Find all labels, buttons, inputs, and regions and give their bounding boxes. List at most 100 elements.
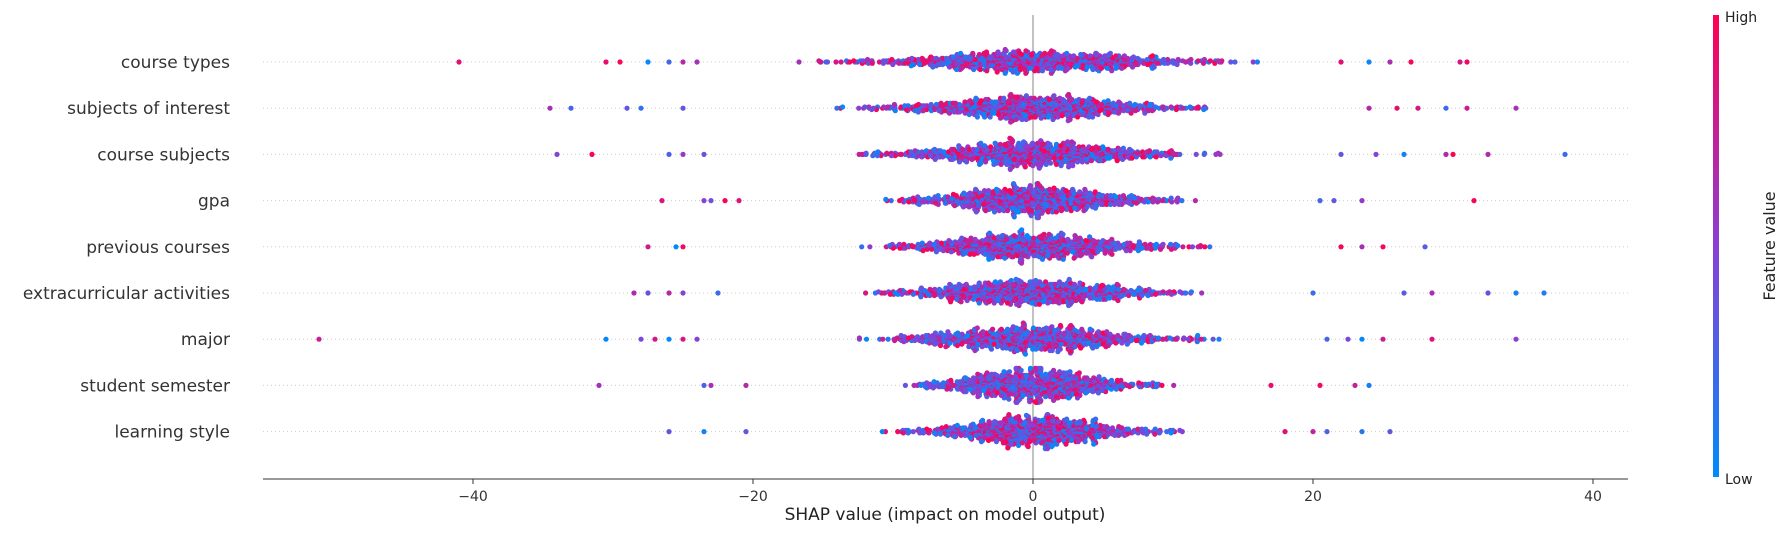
shap-point [1175,243,1181,249]
shap-point [1082,186,1088,192]
shap-point [1195,105,1201,111]
shap-point [869,60,875,66]
shap-point [1039,210,1045,216]
shap-point [666,59,672,65]
shap-point [1155,199,1161,205]
shap-point [1040,141,1046,147]
shap-point [976,249,982,255]
shap-point [994,69,1000,75]
shap-point [1120,193,1126,199]
shap-point [966,54,972,60]
shap-point [959,235,965,241]
shap-point [1097,108,1103,114]
shap-point [867,244,873,250]
shap-point [1050,116,1056,123]
shap-point [1107,201,1113,207]
shap-point [1084,250,1090,256]
shap-point [1102,250,1108,256]
shap-point [1018,66,1024,73]
shap-point [1146,148,1153,154]
shap-point [1180,244,1186,250]
shap-point [962,250,969,256]
shap-point [1014,163,1020,169]
shap-point [1017,144,1023,150]
shap-point [1394,105,1400,111]
shap-point [1109,68,1115,74]
shap-point [974,114,981,120]
shap-point [933,101,940,108]
shap-point [1065,118,1071,124]
shap-point [1071,53,1077,59]
shap-point [1121,53,1127,59]
shap-point [1021,139,1027,145]
shap-point [1130,243,1137,249]
shap-point [1207,58,1213,64]
shap-point [880,60,887,66]
shap-point [1098,201,1104,207]
shap-point [933,55,939,61]
shap-point [1031,235,1037,241]
shap-point [986,256,992,262]
shap-point [554,151,560,157]
shap-point [1034,215,1040,221]
shap-point [1008,119,1014,125]
shap-point [1105,146,1111,152]
shap-point [1380,244,1386,250]
shap-point [1048,70,1054,76]
shap-point [1168,195,1174,201]
shap-point [1018,260,1025,266]
shap-point [996,208,1002,214]
shap-point [967,190,973,196]
shap-point [1123,248,1129,254]
shap-point [1059,65,1065,71]
shap-point [933,63,939,69]
shap-point [1116,201,1122,207]
shap-point [970,50,976,56]
shap-point [1072,233,1078,239]
shap-point [680,244,686,250]
shap-point [995,254,1001,260]
shap-points [316,46,1568,452]
shap-point [1150,53,1156,59]
shap-point [1147,154,1153,160]
shap-point [1019,116,1025,123]
shap-point [1443,151,1449,157]
shap-point [920,108,926,114]
shap-point [1387,59,1393,65]
shap-point [1011,156,1017,162]
shap-point [1032,193,1038,199]
shap-point [1099,101,1105,108]
shap-point [1011,214,1017,220]
shap-point [1050,146,1056,152]
shap-point [1007,166,1013,172]
shap-point [1089,254,1095,260]
shap-point [1090,238,1097,244]
shap-point [1133,200,1140,206]
shap-point [1100,144,1106,150]
shap-point [1203,105,1209,111]
shap-point [1081,146,1087,152]
shap-point [1002,70,1008,76]
shap-point [971,66,977,73]
shap-point [972,236,978,242]
shap-point [1003,160,1009,166]
shap-point [979,193,985,199]
shap-point [824,59,831,65]
shap-point [883,196,889,202]
shap-point [1051,155,1057,161]
shap-point [1114,158,1120,164]
shap-point [1168,155,1174,161]
shap-point [983,96,989,103]
shap-point [1116,99,1122,105]
shap-point [973,186,979,192]
shap-point [1130,64,1136,70]
shap-point [1155,60,1161,66]
shap-point [1141,199,1147,205]
shap-point [1003,115,1009,121]
shap-point [876,59,883,65]
shap-point [1170,150,1176,156]
shap-point [865,56,871,63]
shap-point [1165,56,1171,63]
shap-point [1137,103,1143,109]
